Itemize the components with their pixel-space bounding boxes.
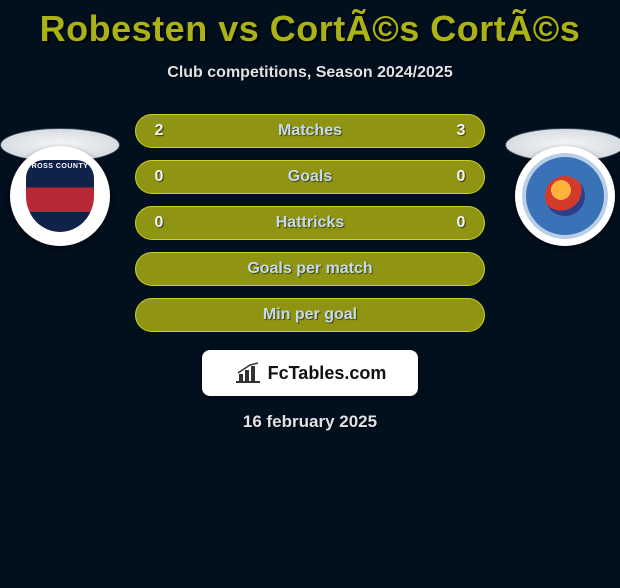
page-title: Robesten vs CortÃ©s CortÃ©s — [0, 8, 620, 50]
stats-container: 2 Matches 3 0 Goals 0 0 Hattricks 0 Goal… — [135, 114, 485, 332]
stat-label: Hattricks — [276, 214, 344, 232]
club-badge-right — [515, 146, 615, 246]
subtitle: Club competitions, Season 2024/2025 — [0, 64, 620, 82]
bar-chart-icon — [234, 362, 262, 384]
stat-left-value: 2 — [152, 122, 166, 140]
brand-logo-box[interactable]: FcTables.com — [202, 350, 418, 396]
player-right-avatar — [505, 128, 620, 278]
stat-row-matches: 2 Matches 3 — [135, 114, 485, 148]
player-left-avatar: ROSS COUNTY — [0, 128, 120, 278]
stat-right-value: 0 — [454, 214, 468, 232]
ross-county-crest: ROSS COUNTY — [26, 160, 94, 232]
stat-row-min-per-goal: Min per goal — [135, 298, 485, 332]
stat-right-value: 0 — [454, 168, 468, 186]
stat-left-value: 0 — [152, 168, 166, 186]
rangers-crest-center — [545, 176, 585, 216]
stat-right-value: 3 — [454, 122, 468, 140]
stat-row-hattricks: 0 Hattricks 0 — [135, 206, 485, 240]
stat-label: Matches — [278, 122, 342, 140]
brand-name: FcTables.com — [268, 363, 387, 384]
club-badge-left: ROSS COUNTY — [10, 146, 110, 246]
stat-label: Goals — [288, 168, 332, 186]
stat-label: Min per goal — [263, 306, 357, 324]
crest-text-left: ROSS COUNTY — [32, 163, 89, 170]
stat-row-goals-per-match: Goals per match — [135, 252, 485, 286]
date-text: 16 february 2025 — [0, 412, 620, 432]
stat-left-value: 0 — [152, 214, 166, 232]
rangers-crest — [522, 153, 608, 239]
stat-row-goals: 0 Goals 0 — [135, 160, 485, 194]
stat-label: Goals per match — [247, 260, 372, 278]
